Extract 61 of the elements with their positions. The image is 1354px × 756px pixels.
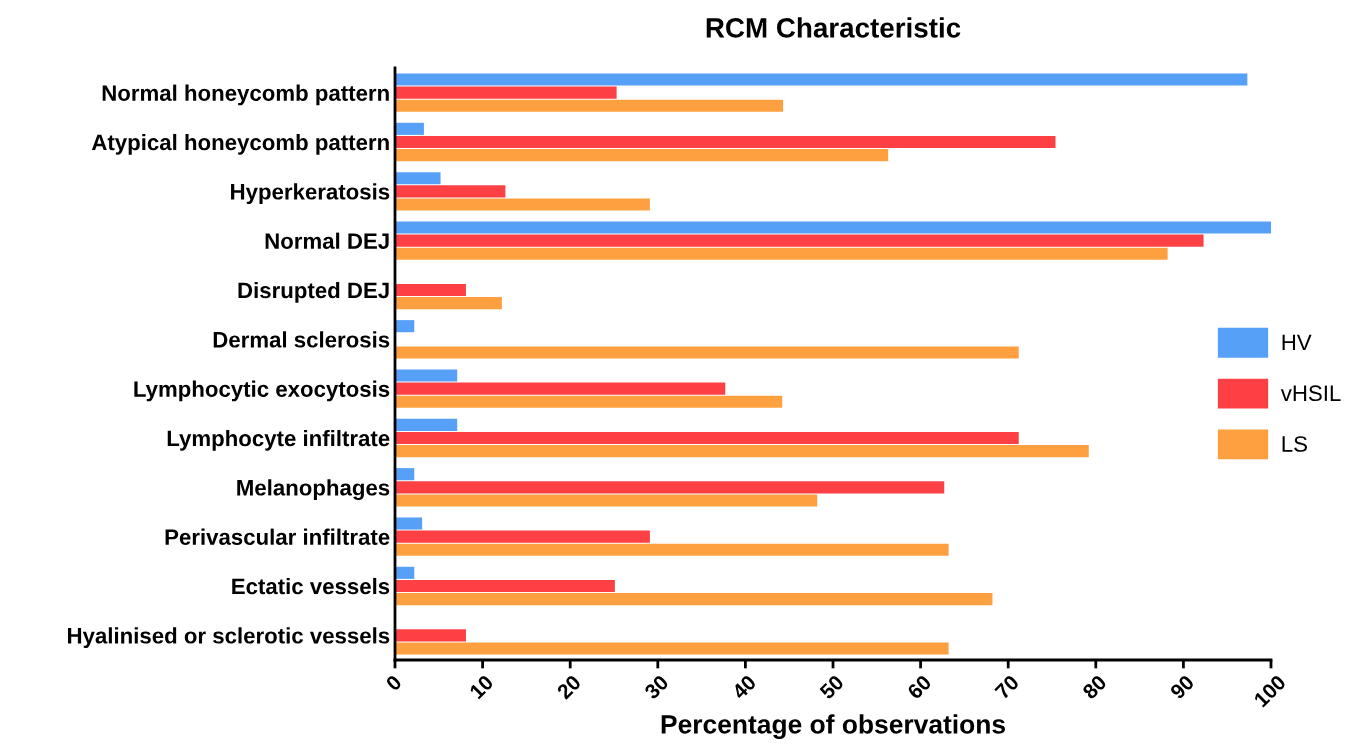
bar (395, 629, 466, 642)
y-tick-label: Perivascular infiltrate (165, 528, 390, 545)
bar (395, 297, 502, 310)
bar (395, 234, 1204, 247)
bar (395, 346, 1019, 359)
x-tick-label: 60 (906, 674, 933, 700)
bar (395, 543, 949, 556)
bar (395, 642, 949, 655)
bar (395, 566, 415, 579)
bar (395, 369, 458, 382)
bar (395, 579, 615, 593)
y-tick-label: Melanophages (237, 479, 390, 501)
x-tick-label: 100 (1253, 674, 1287, 708)
bar (395, 283, 466, 297)
bar (395, 135, 1056, 149)
bar (395, 395, 783, 408)
y-tick-label: Lymphocyte infiltrate (167, 429, 390, 451)
y-tick-label: Atypical honeycomb pattern (91, 133, 389, 155)
x-tick-label: 10 (468, 674, 495, 700)
bar (395, 172, 441, 185)
legend-label: HV (1282, 334, 1312, 351)
bar (395, 431, 1019, 445)
y-tick-label: Hyalinised or sclerotic vessels (68, 627, 390, 648)
bar (395, 593, 993, 606)
legend-label: LS (1282, 436, 1307, 452)
bar (395, 418, 458, 431)
legend-label: vHSIL (1280, 385, 1341, 402)
x-axis-title: Percentage of observations (661, 714, 1005, 739)
bar (395, 517, 423, 530)
x-tick-label: 30 (643, 674, 670, 701)
x-tick-label: 20 (556, 674, 582, 700)
bar (395, 247, 1168, 260)
x-tick-label: 80 (1081, 674, 1108, 700)
x-tick-label: 70 (994, 674, 1020, 700)
bar (395, 99, 784, 112)
bar (395, 494, 818, 507)
y-tick-label: Normal honeycomb pattern (102, 84, 389, 106)
bar (395, 382, 726, 395)
y-tick-label: Ectatic vessels (232, 577, 390, 595)
bar (395, 198, 650, 211)
y-tick-label: Disrupted DEJ (238, 281, 389, 303)
y-tick-label: Lymphocytic exocytosis (134, 380, 390, 402)
bar (395, 149, 889, 162)
bar (395, 530, 650, 543)
y-tick-label: Normal DEJ (265, 232, 389, 249)
chart-title: RCM Characteristic (706, 17, 961, 38)
x-tick-label: 50 (818, 674, 845, 700)
bar (395, 468, 415, 481)
y-tick-label: Hyperkeratosis (231, 183, 390, 204)
x-tick-label: 90 (1169, 674, 1195, 700)
x-tick-label: 0 (385, 674, 403, 692)
bar (395, 481, 945, 494)
bar (395, 445, 1089, 458)
bar (395, 122, 424, 135)
bar (395, 185, 506, 198)
bar (395, 221, 1271, 234)
y-tick-label: Dermal sclerosis (213, 331, 390, 348)
bar (395, 73, 1248, 86)
bar (395, 320, 415, 333)
bar (395, 86, 617, 99)
x-tick-label: 40 (730, 674, 757, 701)
